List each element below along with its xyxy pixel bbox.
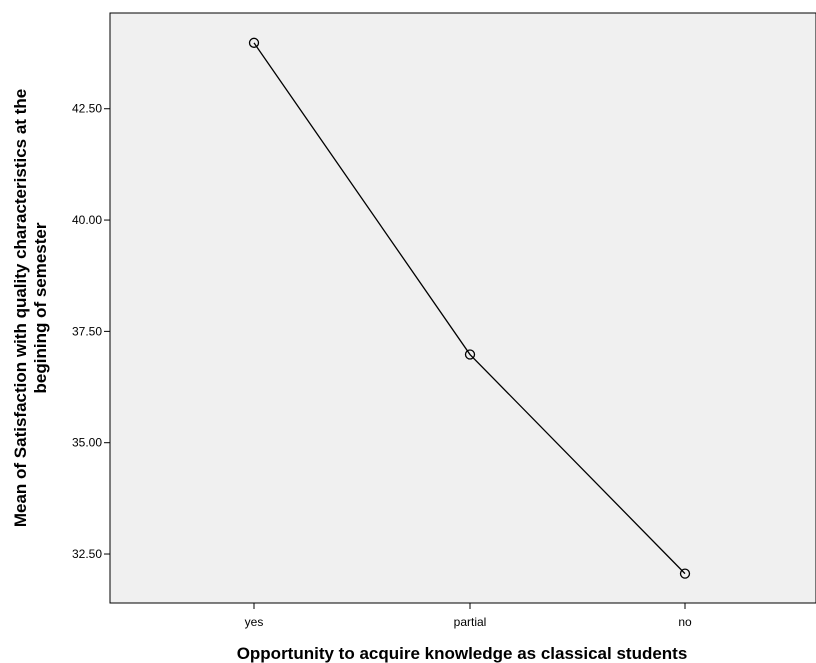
data-point-partial (464, 349, 476, 360)
y-tick-label: 37.50 (72, 324, 102, 338)
x-tick-label-no: no (678, 615, 692, 629)
y-axis-title-line-2: begining of semester (31, 222, 50, 393)
y-tick-label: 32.50 (72, 547, 102, 561)
y-tick-label: 40.00 (72, 213, 102, 227)
x-axis-title: Opportunity to acquire knowledge as clas… (237, 644, 688, 663)
y-tick-label: 42.50 (72, 102, 102, 116)
series-line (253, 42, 686, 575)
x-tick-label-yes: yes (245, 615, 264, 629)
x-axis: yes partial no (245, 603, 692, 629)
data-point-no (679, 568, 691, 579)
data-point-yes (248, 37, 260, 48)
y-axis-title-line-1: Mean of Satisfaction with quality charac… (11, 89, 30, 527)
y-axis: 32.50 35.00 37.50 40.00 42.50 (72, 102, 110, 561)
plot-area (109, 12, 816, 604)
y-tick-label: 35.00 (72, 436, 102, 450)
x-tick-label-partial: partial (454, 615, 487, 629)
series-layer (248, 37, 691, 579)
